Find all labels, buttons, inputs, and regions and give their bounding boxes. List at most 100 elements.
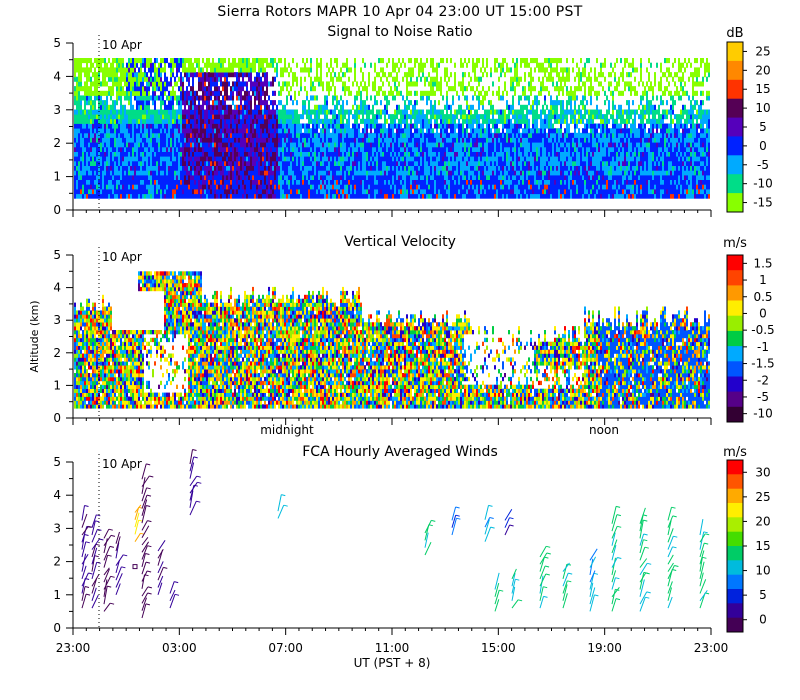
snr-cell — [86, 100, 88, 105]
snr-cell — [142, 77, 144, 82]
snr-cell — [260, 128, 262, 133]
snr-cell — [240, 91, 242, 96]
snr-cell — [118, 166, 120, 171]
snr-cell — [178, 100, 180, 105]
snr-cell — [240, 184, 242, 189]
snr-cell — [156, 166, 158, 171]
snr-cell — [94, 194, 96, 199]
snr-cell — [90, 175, 92, 180]
snr-cell — [202, 184, 204, 189]
snr-cell — [186, 95, 188, 100]
snr-cell — [128, 91, 130, 96]
snr-cell — [158, 175, 160, 180]
snr-cell — [128, 100, 130, 105]
snr-cell — [218, 124, 220, 129]
snr-cell — [166, 170, 168, 175]
snr-cell — [150, 180, 152, 185]
snr-cell — [252, 81, 254, 86]
snr-cell — [230, 180, 232, 185]
snr-cell — [88, 147, 90, 152]
snr-cell — [90, 180, 92, 185]
snr-cell — [116, 138, 118, 143]
snr-cell — [86, 119, 88, 124]
snr-cell — [150, 95, 152, 100]
snr-cell — [192, 138, 194, 143]
snr-cell — [92, 170, 94, 175]
snr-cell — [150, 58, 152, 63]
snr-cell — [228, 142, 230, 147]
snr-cell — [92, 91, 94, 96]
snr-cell — [124, 184, 126, 189]
snr-cell — [116, 63, 118, 68]
snr-cell — [254, 194, 256, 199]
snr-cell — [184, 189, 186, 194]
snr-cell — [136, 124, 138, 129]
snr-cell — [222, 161, 224, 166]
snr-cell — [138, 100, 140, 105]
snr-cell — [188, 175, 190, 180]
snr-cell — [244, 95, 246, 100]
snr-cell — [220, 147, 222, 152]
snr-cell — [210, 142, 212, 147]
snr-cell — [168, 63, 170, 68]
snr-cell — [180, 170, 182, 175]
snr-cell — [136, 72, 138, 77]
snr-cell — [224, 110, 226, 115]
snr-cell — [92, 161, 94, 166]
snr-cell — [250, 128, 252, 133]
snr-cell — [172, 105, 174, 110]
snr-cell — [160, 86, 162, 91]
snr-cell — [188, 147, 190, 152]
snr-cell — [202, 133, 204, 138]
snr-cell — [242, 133, 244, 138]
snr-cell — [90, 105, 92, 110]
snr-cell — [92, 114, 94, 119]
snr-cell — [102, 180, 104, 185]
snr-cell — [136, 142, 138, 147]
snr-cell — [186, 110, 188, 115]
snr-cell — [206, 119, 208, 124]
snr-cell — [98, 58, 100, 63]
snr-cell — [130, 166, 132, 171]
snr-cell — [148, 95, 150, 100]
snr-cell — [108, 166, 110, 171]
snr-cell — [138, 138, 140, 143]
snr-cell — [104, 128, 106, 133]
snr-cell — [106, 175, 108, 180]
snr-cell — [240, 100, 242, 105]
snr-cell — [222, 58, 224, 63]
snr-cell — [74, 100, 76, 105]
snr-cell — [238, 189, 240, 194]
snr-cell — [88, 180, 90, 185]
snr-cell — [136, 147, 138, 152]
snr-cell — [206, 67, 208, 72]
snr-cell — [196, 147, 198, 152]
snr-cell — [88, 91, 90, 96]
snr-cell — [244, 119, 246, 124]
snr-cell — [184, 152, 186, 157]
snr-cell — [156, 147, 158, 152]
snr-cell — [260, 100, 262, 105]
snr-cell — [202, 67, 204, 72]
snr-cell — [96, 184, 98, 189]
snr-cell — [174, 175, 176, 180]
snr-cell — [200, 110, 202, 115]
snr-cell — [146, 175, 148, 180]
snr-cell — [116, 170, 118, 175]
snr-cell — [252, 119, 254, 124]
snr-cell — [86, 72, 88, 77]
snr-cell — [206, 95, 208, 100]
snr-cell — [242, 184, 244, 189]
snr-cell — [224, 180, 226, 185]
snr-cell — [84, 58, 86, 63]
snr-cell — [216, 81, 218, 86]
snr-cell — [168, 161, 170, 166]
snr-cell — [190, 58, 192, 63]
snr-cell — [118, 81, 120, 86]
snr-cell — [264, 128, 266, 133]
snr-cell — [164, 124, 166, 129]
snr-cell — [78, 114, 80, 119]
snr-cell — [128, 63, 130, 68]
snr-cell — [186, 91, 188, 96]
snr-cell — [260, 156, 262, 161]
